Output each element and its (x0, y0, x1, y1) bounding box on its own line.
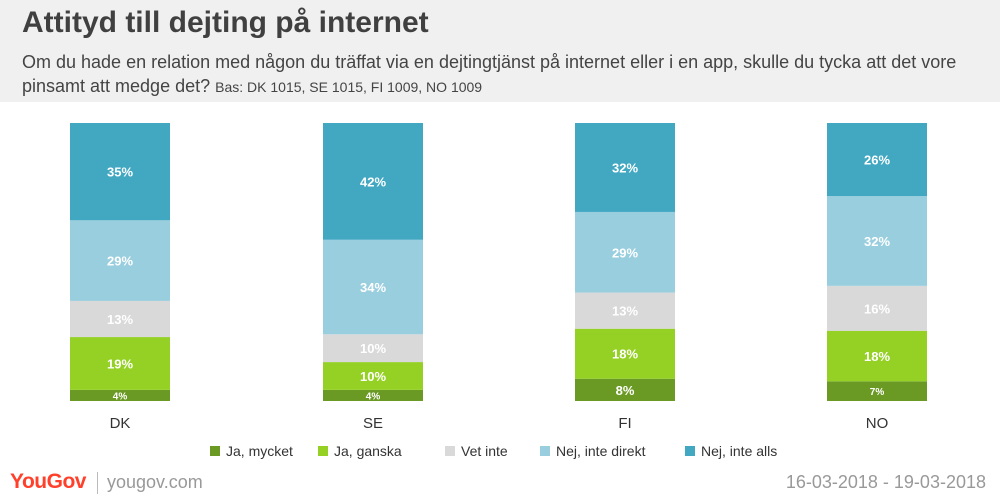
category-label-dk: DK (110, 415, 131, 432)
legend-swatch (685, 446, 695, 456)
chart-title: Attityd till dejting på internet (22, 6, 429, 39)
legend-item-nej-inte-direkt: Nej, inte direkt (540, 441, 645, 461)
data-label-fi-nej-inte-direkt: 29% (612, 245, 638, 260)
data-label-se-ja-mycket: 4% (366, 391, 381, 402)
legend: Ja, mycket Ja, ganska Vet inte Nej, inte di… (0, 441, 1000, 461)
bar-segment-no-vet-inte (827, 285, 927, 331)
footer-divider (97, 472, 98, 494)
bar-segment-no-nej-inte-direkt (827, 196, 927, 286)
category-label-no: NO (866, 415, 889, 432)
footer: YouGov yougov.com 16-03-2018 - 19-03-201… (0, 466, 1000, 500)
data-label-no-nej-inte-direkt: 32% (864, 234, 890, 249)
header: Attityd till dejting på internet Om du h… (0, 0, 1000, 102)
legend-label: Ja, ganska (334, 443, 402, 459)
data-label-se-vet-inte: 10% (360, 341, 386, 356)
data-label-dk-vet-inte: 13% (107, 312, 133, 327)
bar-segment-fi-vet-inte (575, 292, 675, 329)
data-label-fi-vet-inte: 13% (612, 304, 638, 319)
data-label-dk-ja-ganska: 19% (107, 356, 133, 371)
legend-label: Nej, inte direkt (556, 443, 646, 459)
category-label-se: SE (363, 415, 383, 432)
data-label-se-ja-ganska: 10% (360, 369, 386, 384)
yougov-logo: YouGov (10, 470, 86, 493)
legend-swatch (540, 446, 550, 456)
bar-segment-fi-nej-inte-direkt (575, 211, 675, 293)
bar-segment-se-ja-ganska (323, 362, 423, 390)
data-label-fi-nej-inte-alls: 32% (612, 160, 638, 175)
bar-segment-se-nej-inte-direkt (323, 239, 423, 335)
data-label-dk-ja-mycket: 4% (113, 391, 128, 402)
bar-segment-fi-nej-inte-alls (575, 123, 675, 212)
chart-subtitle: Om du hade en relation med någon du träf… (22, 50, 992, 99)
data-label-fi-ja-ganska: 18% (612, 347, 638, 362)
bar-segment-se-nej-inte-alls (323, 123, 423, 240)
bar-segment-dk-nej-inte-alls (70, 123, 170, 221)
data-label-dk-nej-inte-alls: 35% (107, 165, 133, 180)
legend-swatch (445, 446, 455, 456)
legend-swatch (210, 446, 220, 456)
data-label-no-nej-inte-alls: 26% (864, 153, 890, 168)
legend-swatch (318, 446, 328, 456)
legend-item-ja-mycket: Ja, mycket (210, 441, 293, 461)
bar-segment-dk-ja-ganska (70, 337, 170, 390)
bar-segment-se-ja-mycket (323, 389, 423, 401)
question-text: Om du hade en relation med någon du träf… (22, 52, 957, 96)
fieldwork-date: 16-03-2018 - 19-03-2018 (785, 472, 986, 492)
bar-segment-dk-nej-inte-direkt (70, 220, 170, 301)
data-label-dk-nej-inte-direkt: 29% (107, 254, 133, 269)
data-label-fi-ja-mycket: 8% (616, 383, 635, 398)
bar-segment-no-ja-mycket (827, 381, 927, 401)
data-label-no-ja-mycket: 7% (870, 387, 885, 398)
base-note: Bas: DK 1015, SE 1015, FI 1009, NO 1009 (215, 79, 483, 95)
bar-segment-fi-ja-ganska (575, 328, 675, 379)
legend-label: Vet inte (461, 443, 508, 459)
stacked-bar-chart: 4% 19% 13% 29% 35% DK 4% 10% 10% 34% 42% SE 8% 18% 13%… (70, 123, 927, 432)
legend-item-ja-ganska: Ja, ganska (318, 441, 402, 461)
data-label-no-ja-ganska: 18% (864, 349, 890, 364)
bar-segment-fi-ja-mycket (575, 378, 675, 401)
bar-segment-dk-ja-mycket (70, 389, 170, 401)
category-label-fi: FI (618, 415, 631, 432)
site-link[interactable]: yougov.com (107, 472, 203, 492)
data-label-se-nej-inte-direkt: 34% (360, 280, 386, 295)
bar-segment-no-ja-ganska (827, 330, 927, 382)
bar-segment-dk-vet-inte (70, 300, 170, 338)
data-label-se-nej-inte-alls: 42% (360, 174, 386, 189)
bar-segment-se-vet-inte (323, 334, 423, 363)
bar-segment-no-nej-inte-alls (827, 123, 927, 197)
legend-item-nej-inte-alls: Nej, inte alls (685, 441, 777, 461)
legend-label: Nej, inte alls (701, 443, 778, 459)
legend-label: Ja, mycket (226, 443, 293, 459)
data-label-no-vet-inte: 16% (864, 301, 890, 316)
legend-item-vet-inte: Vet inte (445, 441, 508, 461)
